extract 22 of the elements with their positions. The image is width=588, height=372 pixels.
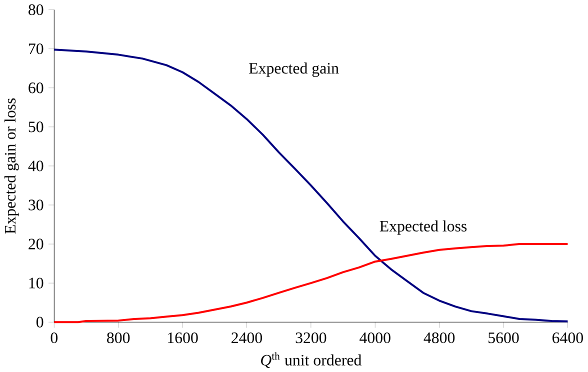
x-tick-label: 1600 <box>168 332 198 343</box>
text: Expected gain <box>249 62 339 77</box>
series-label: Expected loss <box>380 220 467 235</box>
y-tick-label: 10 <box>29 278 44 288</box>
x-tick-label: 6400 <box>552 332 583 343</box>
y-tick-label: 80 <box>28 4 44 15</box>
x-tick-label: 3200 <box>296 332 326 343</box>
x-tick-label: 800 <box>107 332 130 343</box>
x-tick-label: 4000 <box>360 332 390 343</box>
x-axis-title: Q$^{th}$ unit ordered <box>261 352 362 368</box>
y-tick-label: 70 <box>28 43 44 54</box>
y-tick-label: 50 <box>28 121 44 132</box>
x-tick-label: 2400 <box>232 332 262 343</box>
y-tick-label: 20 <box>28 238 44 250</box>
y-tick-label: 60 <box>28 82 44 94</box>
y-tick-label: 30 <box>28 199 44 210</box>
y-axis-title: Expected gain or loss <box>4 98 19 234</box>
x-tick-label: 5600 <box>488 332 519 343</box>
y-tick-label: 40 <box>28 160 44 172</box>
x-tick-label: 0 <box>50 332 58 343</box>
y-tick-label: 0 <box>36 316 44 328</box>
x-tick-label: 4800 <box>424 332 455 343</box>
